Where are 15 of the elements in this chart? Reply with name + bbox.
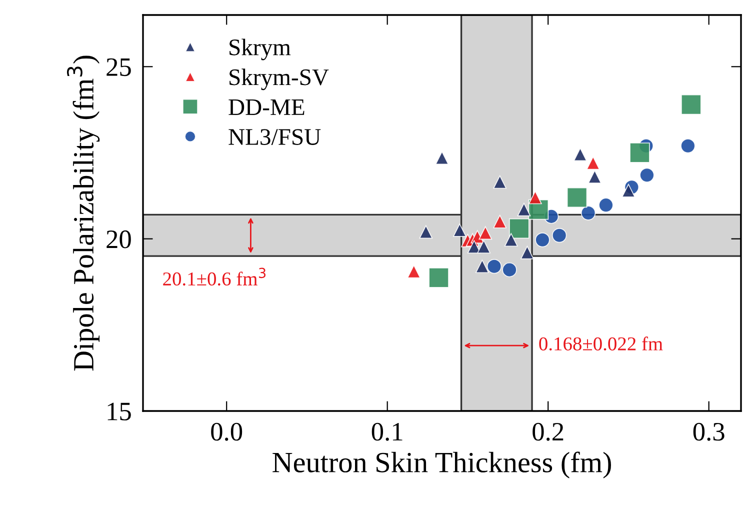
band-label: 20.1±0.6 fm$^{3}$: [163, 268, 266, 286]
x-tick-label: 0.2: [532, 422, 564, 441]
y-tick-label: 20: [106, 230, 131, 248]
band-label: 0.168±0.022 fm: [539, 336, 663, 351]
y-axis-title: Dipole Polarizability (fm$^{3}$): [66, 56, 100, 371]
legend-label: Skrym-SV: [230, 68, 329, 90]
legend-label: NL3/FSU: [228, 129, 321, 145]
y-tick-label: 25: [106, 58, 131, 76]
x-tick-label: 0.1: [372, 422, 402, 441]
x-tick-label: 0.3: [693, 422, 724, 441]
y-tick-label: 15: [108, 402, 131, 420]
x-tick-label: 0.0: [211, 422, 242, 441]
legend-label: Skrym: [230, 38, 291, 60]
legend-label: DD-ME: [228, 99, 304, 115]
x-axis-title: Neutron Skin Thickness (fm): [272, 452, 611, 478]
